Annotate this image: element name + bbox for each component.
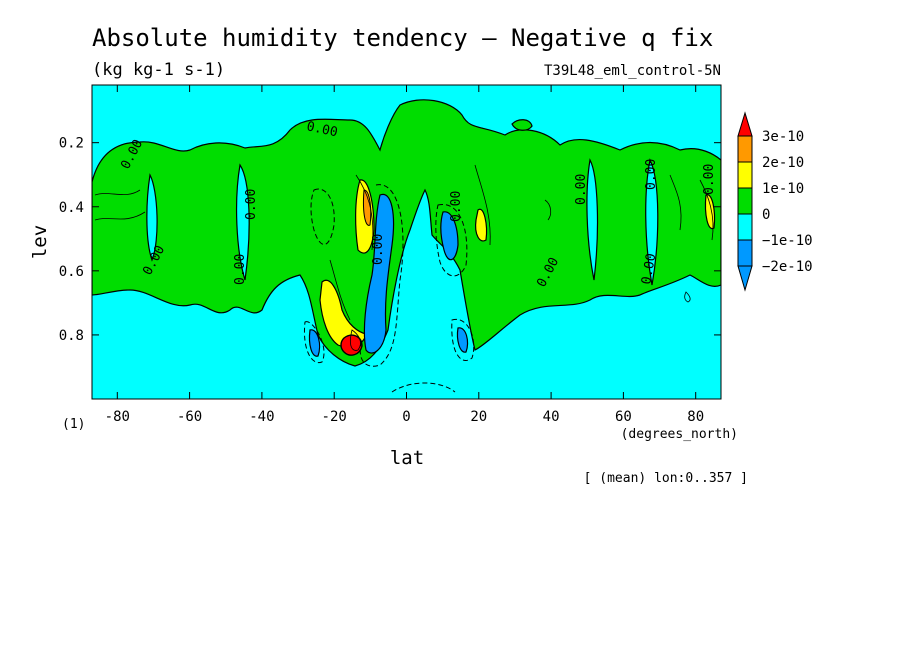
gap-region (235, 163, 250, 281)
x-units-label: (degrees_north) (621, 427, 738, 442)
y-axis: 0.2 0.4 0.6 0.8 (59, 136, 721, 344)
footnote: [ (mean) lon:0..357 ] (584, 471, 748, 486)
run-label: T39L48_eml_control-5N (544, 63, 721, 79)
colorbar-label: −1e-10 (762, 233, 813, 249)
chart-subtitle: (kg kg-1 s-1) (92, 60, 225, 80)
positive-band-region (92, 99, 721, 367)
gap-region (146, 173, 158, 262)
colorbar-label: 0 (762, 207, 770, 223)
colorbar-bottom-arrow (737, 265, 753, 292)
contour-label: 0.00 (244, 189, 259, 220)
contour-label: 0.00 (305, 119, 339, 140)
negative-region (456, 327, 469, 353)
y-units-label: (1) (62, 417, 85, 432)
contour-label: 0.00 (639, 252, 659, 285)
colorbar-swatch (737, 161, 753, 189)
negative-region (440, 211, 459, 261)
contour-label: 0.00 (449, 191, 464, 222)
colorbar-label: 2e-10 (762, 155, 804, 171)
contour-label: 0.00 (574, 174, 589, 205)
colorbar-top-arrow (737, 111, 753, 137)
colorbar-swatch (737, 239, 753, 267)
x-axis-title: lat (390, 447, 424, 469)
negative-contours (303, 184, 475, 393)
chart-title: Absolute humidity tendency — Negative q … (92, 24, 713, 52)
x-tick-label: -40 (249, 409, 274, 425)
colorbar: 3e-10 2e-10 1e-10 0 −1e-10 −2e-10 (737, 111, 813, 292)
negative-region (363, 193, 395, 354)
gap-region (586, 158, 599, 281)
y-axis-title: lev (29, 225, 51, 259)
x-tick-label: 20 (470, 409, 487, 425)
colorbar-swatch (737, 187, 753, 215)
plot-area: 0.00 0.00 0.00 0.00 0.00 0.00 0.00 0.00 … (91, 84, 722, 400)
gap-region (645, 158, 659, 286)
colorbar-label: 3e-10 (762, 129, 804, 145)
orange-core-region (363, 189, 372, 226)
x-tick-label: -80 (105, 409, 130, 425)
colorbar-swatch (737, 213, 753, 241)
x-tick-label: -60 (177, 409, 202, 425)
contour-label: 0.00 (702, 164, 717, 195)
yellow-core-region (704, 194, 716, 230)
contour-label: 0.00 (233, 254, 248, 285)
x-tick-label: 0 (402, 409, 410, 425)
y-tick-label: 0.4 (59, 200, 84, 216)
y-tick-label: 0.6 (59, 264, 84, 280)
colorbar-label: −2e-10 (762, 259, 813, 275)
negative-region (308, 329, 321, 357)
x-axis: -80 -60 -40 -20 0 20 40 60 80 (105, 85, 704, 425)
x-tick-label: 60 (615, 409, 632, 425)
y-tick-label: 0.8 (59, 328, 84, 344)
yellow-core-region (475, 208, 488, 242)
positive-contours (94, 164, 714, 351)
x-tick-label: 40 (543, 409, 560, 425)
y-tick-label: 0.2 (59, 136, 84, 152)
x-tick-label: 80 (687, 409, 704, 425)
contour-label: 0.00 (371, 234, 386, 265)
positive-patch-region (511, 119, 533, 131)
colorbar-label: 1e-10 (762, 181, 804, 197)
maximum-core-region (340, 334, 363, 356)
contour-label: 0.00 (644, 159, 659, 190)
x-tick-label: -20 (322, 409, 347, 425)
colorbar-swatch (737, 135, 753, 163)
